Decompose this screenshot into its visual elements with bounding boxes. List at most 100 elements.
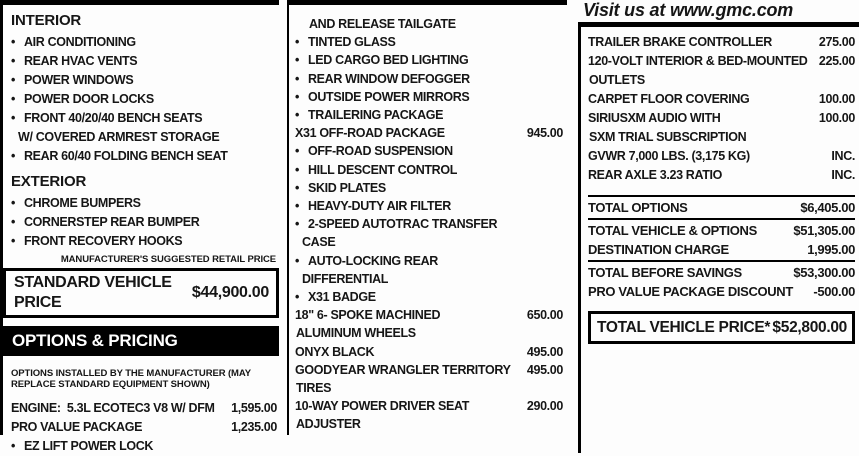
feature-row: • EZ LIFT POWER LOCK [11, 437, 277, 456]
item-label: PRO VALUE PACKAGE [11, 420, 143, 434]
priced-option-row: REAR AXLE 3.23 RATIO INC. [588, 166, 855, 185]
exterior-section-title: EXTERIOR [11, 173, 87, 190]
row-line: • CORNERSTEP REAR BUMPER [11, 213, 279, 232]
feature-row: • POWER WINDOWS [11, 71, 279, 90]
item-price: 1,235.00 [231, 420, 277, 434]
priced-option-row: GVWR 7,000 LBS. (3,175 KG) INC. [588, 147, 855, 166]
totals-value: -500.00 [813, 284, 855, 299]
row-line: • REAR WINDOW DEFOGGER [295, 70, 563, 88]
row-line: 10-WAY POWER DRIVER SEAT 290.00 [295, 397, 563, 415]
item-label: X31 BADGE [308, 290, 376, 305]
totals-table: TOTAL OPTIONS $6,405.00 TOTAL VEHICLE & OP… [588, 195, 855, 301]
totals-value: 1,995.00 [807, 242, 855, 257]
row-line: • AUTO-LOCKING REAR [295, 252, 563, 270]
totals-row: TOTAL BEFORE SAVINGS $53,300.00 [588, 263, 855, 282]
totals-divider [588, 195, 855, 197]
feature-row: • X31 BADGE [295, 288, 563, 306]
row-line: SIRIUSXM AUDIO WITH 100.00 [588, 109, 855, 128]
item-label: AUTO-LOCKING REAR [308, 253, 438, 268]
exterior-feature-list: • CHROME BUMPERS • CORNERSTEP REAR BUMPER • F… [11, 194, 279, 251]
options-pricing-banner: OPTIONS & PRICING [3, 326, 279, 356]
feature-row: • 2-SPEED AUTOTRAC TRANSFER CASE [295, 215, 563, 251]
feature-row: • REAR HVAC VENTS [11, 52, 279, 71]
feature-row: • FRONT RECOVERY HOOKS [11, 232, 279, 251]
feature-row: • OFF-ROAD SUSPENSION [295, 142, 563, 160]
interior-section: INTERIOR • AIR CONDITIONING • REAR HVAC VEN… [3, 11, 279, 166]
middle-options-list: AND RELEASE TAILGATE • TINTED GLASS • LED CA… [295, 15, 563, 434]
item-label-continued: CASE [302, 235, 336, 250]
left-column: INTERIOR • AIR CONDITIONING • REAR HVAC VEN… [0, 0, 279, 453]
row-line: • X31 BADGE [295, 288, 563, 306]
row-line: REAR AXLE 3.23 RATIO INC. [588, 166, 855, 185]
item-label: FRONT 40/20/40 BENCH SEATS [24, 111, 203, 125]
row-line: 18" 6- SPOKE MACHINED 650.00 [295, 306, 563, 324]
bullet-icon: • [11, 54, 16, 68]
row-line: • LED CARGO BED LIGHTING [295, 51, 563, 69]
row-line: • CHROME BUMPERS [11, 194, 279, 213]
feature-row: • LED CARGO BED LIGHTING [295, 51, 563, 69]
item-price: 945.00 [526, 126, 563, 141]
item-label: CORNERSTEP REAR BUMPER [24, 215, 200, 229]
feature-row: • REAR WINDOW DEFOGGER [295, 70, 563, 88]
interior-section-title: INTERIOR [11, 12, 82, 29]
middle-column: AND RELEASE TAILGATE • TINTED GLASS • LED CA… [287, 0, 567, 435]
totals-row: DESTINATION CHARGE 1,995.00 [588, 240, 855, 259]
item-price: INC. [831, 168, 855, 182]
priced-option-row: SIRIUSXM AUDIO WITH 100.00 SXM TRIAL SUBSC… [588, 109, 855, 147]
priced-option-row: ONYX BLACK 495.00 [295, 343, 563, 361]
right-column-body: TRAILER BRAKE CONTROLLER 275.00 120-VOLT I… [578, 22, 859, 453]
bullet-icon: • [11, 35, 16, 49]
item-label: SIRIUSXM AUDIO WITH [588, 111, 721, 125]
row-line: • HEAVY-DUTY AIR FILTER [295, 197, 563, 215]
totals-value: $51,305.00 [793, 223, 855, 238]
totals-label: PRO VALUE PACKAGE DISCOUNT [588, 284, 793, 299]
bullet-icon: • [295, 144, 300, 159]
item-price: 495.00 [526, 344, 563, 359]
item-label: GVWR 7,000 LBS. (3,175 KG) [588, 149, 750, 163]
priced-option-row: ENGINE: 5.3L ECOTEC3 V8 W/ DFM 1,595.00 [11, 399, 277, 418]
item-label: REAR HVAC VENTS [24, 54, 138, 68]
bullet-icon: • [11, 111, 16, 125]
msrp-note: MANUFACTURER'S SUGGESTED RETAIL PRICE [60, 254, 276, 265]
left-options-list: ENGINE: 5.3L ECOTEC3 V8 W/ DFM 1,595.00 PR… [3, 399, 279, 456]
item-label: ENGINE: 5.3L ECOTEC3 V8 W/ DFM [11, 401, 215, 415]
item-price: 495.00 [526, 362, 563, 377]
exterior-section: EXTERIOR • CHROME BUMPERS • CORNERSTEP REAR… [3, 172, 279, 251]
bullet-icon: • [295, 290, 300, 305]
item-price: 100.00 [818, 92, 855, 106]
item-label: POWER WINDOWS [24, 73, 134, 87]
options-disclaimer-note: OPTIONS INSTALLED BY THE MANUFACTURER (M… [11, 368, 251, 390]
bullet-icon: • [11, 196, 16, 210]
row-line: 120-VOLT INTERIOR & BED-MOUNTED 225.00 [588, 52, 855, 71]
item-price: 1,595.00 [231, 401, 277, 415]
bullet-icon: • [11, 215, 16, 229]
item-label: LED CARGO BED LIGHTING [308, 53, 469, 68]
feature-row: • OUTSIDE POWER MIRRORS [295, 88, 563, 106]
item-label: POWER DOOR LOCKS [24, 92, 154, 106]
standard-vehicle-price-label: STANDARD VEHICLE PRICE [14, 274, 172, 311]
standard-vehicle-price-box: STANDARD VEHICLE PRICE $44,900.00 [3, 268, 279, 318]
totals-row: TOTAL VEHICLE & OPTIONS $51,305.00 [588, 221, 855, 240]
bullet-icon: • [295, 53, 300, 68]
item-label-continued: ALUMINUM WHEELS [296, 326, 416, 341]
row-line: ONYX BLACK 495.00 [295, 343, 563, 361]
item-label: 2-SPEED AUTOTRAC TRANSFER [308, 217, 498, 232]
row-line: • FRONT RECOVERY HOOKS [11, 232, 279, 251]
bullet-icon: • [295, 162, 300, 177]
item-label: AND RELEASE TAILGATE [309, 17, 456, 31]
feature-row: • CORNERSTEP REAR BUMPER [11, 213, 279, 232]
item-label: ONYX BLACK [295, 344, 375, 359]
priced-option-row: TRAILER BRAKE CONTROLLER 275.00 [588, 33, 855, 52]
item-price: 225.00 [818, 54, 855, 68]
priced-option-row: PRO VALUE PACKAGE 1,235.00 [11, 418, 277, 437]
row-line: X31 OFF-ROAD PACKAGE 945.00 [295, 124, 563, 142]
bullet-icon: • [11, 234, 16, 248]
row-line: PRO VALUE PACKAGE 1,235.00 [11, 418, 277, 437]
item-label: SKID PLATES [308, 180, 386, 195]
priced-option-row: GOODYEAR WRANGLER TERRITORY 495.00 TIRES [295, 361, 563, 397]
totals-row: PRO VALUE PACKAGE DISCOUNT -500.00 [588, 282, 855, 301]
bullet-icon: • [295, 217, 300, 232]
bullet-icon: • [295, 108, 300, 123]
totals-value: $6,405.00 [800, 200, 855, 215]
